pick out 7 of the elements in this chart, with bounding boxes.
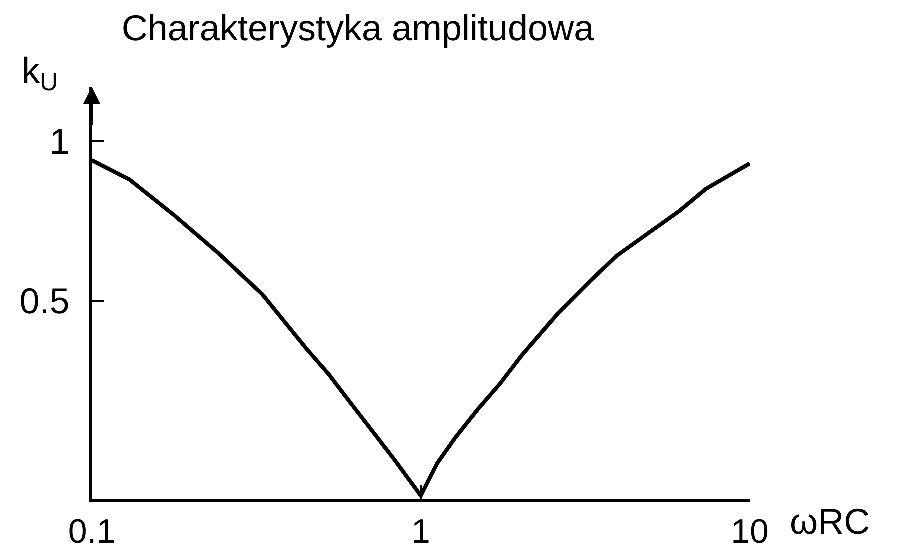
x-tick-label: 1 [412, 512, 430, 549]
x-tick-label: 0.1 [68, 512, 116, 549]
chart-title: Charakterystyka amplitudowa [122, 8, 596, 49]
y-axis-title: k$_{U}$ [22, 50, 58, 97]
x-tick-label: 10 [731, 512, 769, 549]
x-axis-title: ωRC [790, 501, 870, 542]
y-tick-label: 0.5 [20, 280, 70, 322]
